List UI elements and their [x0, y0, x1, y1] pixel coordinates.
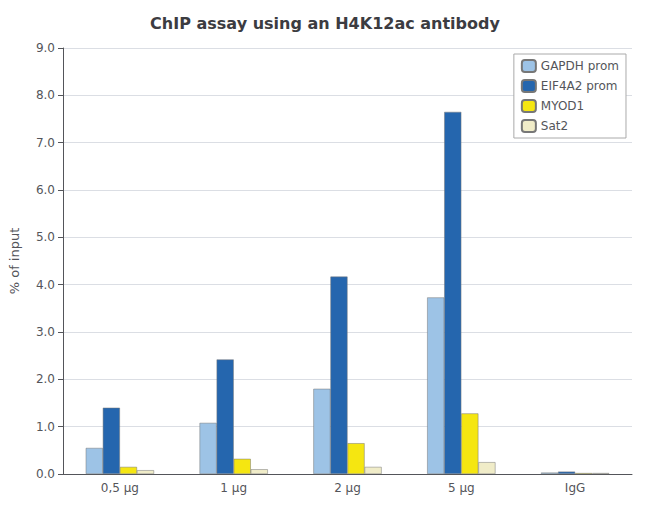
svg-text:0,5 μg: 0,5 μg: [101, 481, 139, 495]
svg-text:8.0: 8.0: [36, 88, 55, 102]
svg-text:ChIP assay using an H4K12ac an: ChIP assay using an H4K12ac antibody: [150, 14, 500, 33]
svg-text:1.0: 1.0: [36, 420, 55, 434]
svg-text:5.0: 5.0: [36, 230, 55, 244]
svg-text:1 μg: 1 μg: [220, 481, 247, 495]
svg-text:9.0: 9.0: [36, 41, 55, 55]
svg-text:MYOD1: MYOD1: [541, 99, 584, 113]
svg-text:0.0: 0.0: [36, 467, 55, 481]
svg-text:EIF4A2 prom: EIF4A2 prom: [541, 79, 618, 93]
svg-text:4.0: 4.0: [36, 278, 55, 292]
svg-text:IgG: IgG: [565, 481, 585, 495]
svg-text:7.0: 7.0: [36, 136, 55, 150]
svg-text:% of input: % of input: [7, 228, 22, 295]
svg-text:5 μg: 5 μg: [448, 481, 475, 495]
svg-text:GAPDH prom: GAPDH prom: [541, 59, 619, 73]
svg-text:6.0: 6.0: [36, 183, 55, 197]
svg-text:2 μg: 2 μg: [334, 481, 361, 495]
svg-text:2.0: 2.0: [36, 372, 55, 386]
svg-text:3.0: 3.0: [36, 325, 55, 339]
svg-text:Sat2: Sat2: [541, 119, 568, 133]
